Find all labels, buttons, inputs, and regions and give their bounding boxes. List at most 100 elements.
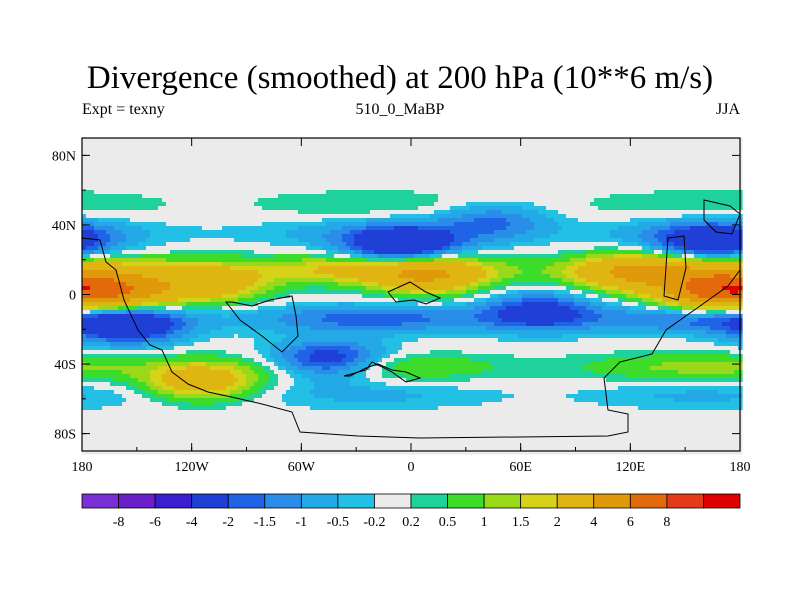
field-cell	[222, 254, 227, 259]
field-cell	[186, 258, 191, 263]
field-cell	[566, 142, 571, 147]
field-cell	[210, 186, 215, 191]
field-cell	[610, 170, 615, 175]
field-cell	[122, 142, 127, 147]
field-cell	[346, 214, 351, 219]
field-cell	[250, 246, 255, 251]
field-cell	[366, 218, 371, 223]
field-cell	[722, 242, 727, 247]
field-cell	[246, 210, 251, 215]
field-cell	[614, 154, 619, 159]
field-cell	[170, 218, 175, 223]
field-cell	[566, 170, 571, 175]
field-cell	[630, 186, 635, 191]
field-cell	[302, 142, 307, 147]
field-cell	[198, 258, 203, 263]
field-cell	[614, 190, 619, 195]
field-cell	[654, 158, 659, 163]
field-cell	[506, 254, 511, 259]
field-cell	[282, 158, 287, 163]
field-cell	[354, 166, 359, 171]
field-cell	[546, 158, 551, 163]
field-cell	[630, 254, 635, 259]
field-cell	[450, 190, 455, 195]
field-cell	[158, 146, 163, 151]
field-cell	[734, 174, 739, 179]
field-cell	[238, 198, 243, 203]
field-cell	[602, 186, 607, 191]
field-cell	[198, 226, 203, 231]
field-cell	[654, 182, 659, 187]
field-cell	[262, 214, 267, 219]
field-cell	[446, 218, 451, 223]
field-cell	[610, 230, 615, 235]
field-cell	[178, 238, 183, 243]
field-cell	[110, 202, 115, 207]
field-cell	[470, 254, 475, 259]
field-cell	[230, 230, 235, 235]
field-cell	[258, 146, 263, 151]
field-cell	[670, 142, 675, 147]
field-cell	[214, 182, 219, 187]
field-cell	[334, 174, 339, 179]
field-cell	[714, 198, 719, 203]
field-cell	[266, 170, 271, 175]
field-cell	[430, 158, 435, 163]
field-cell	[718, 194, 723, 199]
field-cell	[422, 226, 427, 231]
field-cell	[670, 230, 675, 235]
field-cell	[82, 166, 87, 171]
field-cell	[286, 150, 291, 155]
field-cell	[694, 154, 699, 159]
field-cell	[214, 138, 219, 143]
field-cell	[542, 178, 547, 183]
field-cell	[98, 138, 103, 143]
field-cell	[598, 154, 603, 159]
field-cell	[402, 234, 407, 239]
field-cell	[122, 174, 127, 179]
field-cell	[698, 146, 703, 151]
field-cell	[286, 238, 291, 243]
field-cell	[426, 210, 431, 215]
field-cell	[718, 154, 723, 159]
field-cell	[582, 146, 587, 151]
field-cell	[138, 210, 143, 215]
field-cell	[706, 210, 711, 215]
field-cell	[610, 178, 615, 183]
field-cell	[214, 242, 219, 247]
field-cell	[510, 250, 515, 255]
field-cell	[242, 258, 247, 263]
field-cell	[378, 186, 383, 191]
field-cell	[174, 170, 179, 175]
field-cell	[194, 186, 199, 191]
field-cell	[230, 206, 235, 211]
field-cell	[574, 250, 579, 255]
field-cell	[174, 238, 179, 243]
field-cell	[218, 258, 223, 263]
field-cell	[446, 246, 451, 251]
field-cell	[258, 230, 263, 235]
field-cell	[110, 230, 115, 235]
field-cell	[130, 242, 135, 247]
field-cell	[482, 230, 487, 235]
field-cell	[554, 234, 559, 239]
field-cell	[466, 178, 471, 183]
field-cell	[706, 154, 711, 159]
field-cell	[434, 194, 439, 199]
field-cell	[194, 150, 199, 155]
field-cell	[518, 250, 523, 255]
field-cell	[586, 150, 591, 155]
field-cell	[462, 206, 467, 211]
field-cell	[254, 158, 259, 163]
field-cell	[306, 214, 311, 219]
field-cell	[478, 166, 483, 171]
field-cell	[162, 202, 167, 207]
field-cell	[358, 250, 363, 255]
field-cell	[326, 230, 331, 235]
field-cell	[610, 194, 615, 199]
field-cell	[210, 190, 215, 195]
field-cell	[734, 202, 739, 207]
field-cell	[510, 186, 515, 191]
field-cell	[602, 150, 607, 155]
field-cell	[130, 158, 135, 163]
